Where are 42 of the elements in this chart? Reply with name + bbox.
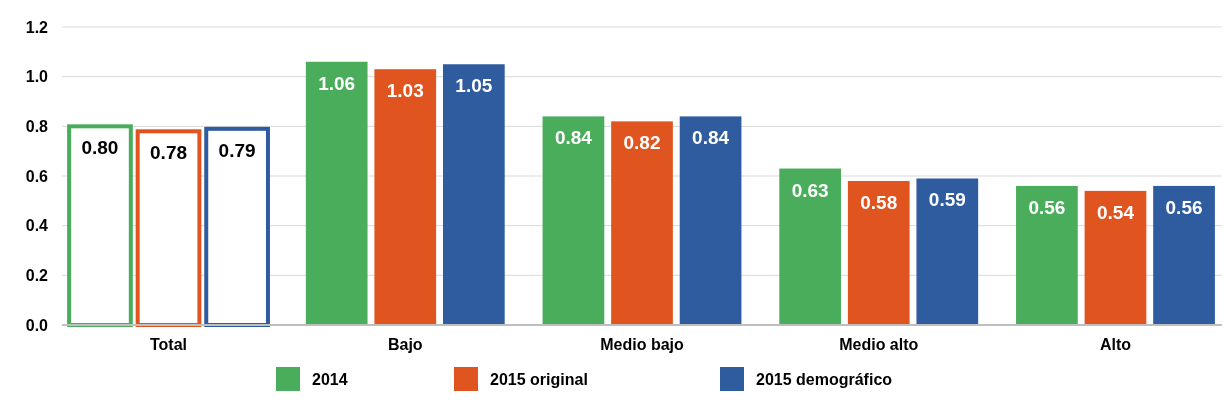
bar: [679, 116, 742, 325]
data-label: 1.03: [386, 80, 424, 102]
bar: [542, 116, 605, 325]
legend-label: 2015 original: [490, 371, 588, 388]
data-label: 0.84: [692, 127, 730, 149]
data-label: 0.82: [623, 132, 661, 154]
data-label: 0.84: [554, 127, 593, 149]
data-label: 0.56: [1028, 196, 1066, 218]
data-label: 0.54: [1096, 201, 1135, 223]
data-label: 0.80: [81, 137, 119, 159]
data-label: 0.58: [860, 191, 898, 213]
y-tick-label: 0.6: [25, 167, 49, 185]
y-tick-label: 0.2: [25, 266, 49, 284]
data-label: 0.59: [928, 189, 966, 211]
bar: [442, 64, 505, 325]
x-tick-label: Medio alto: [839, 336, 919, 354]
bar: [847, 180, 910, 325]
data-label: 1.06: [318, 72, 356, 94]
y-tick-label: 0.0: [25, 316, 49, 334]
y-tick-label: 0.8: [25, 117, 49, 135]
data-label: 0.79: [218, 139, 256, 161]
bar: [1153, 185, 1215, 325]
bar: [779, 168, 842, 325]
y-tick-label: 1.2: [25, 18, 49, 36]
data-label: 0.78: [150, 142, 188, 164]
bar: [305, 61, 368, 325]
y-tick-label: 0.4: [25, 217, 49, 235]
x-tick-label: Alto: [1099, 336, 1132, 354]
bar: [1016, 185, 1078, 325]
bar: [1084, 190, 1147, 325]
data-label: 0.63: [791, 179, 829, 201]
x-tick-label: Bajo: [387, 336, 423, 354]
bar: [916, 178, 979, 325]
x-tick-label: Medio bajo: [600, 336, 684, 354]
data-label: 0.56: [1165, 196, 1203, 218]
bar: [611, 121, 673, 325]
legend-label: 2015 demográfico: [756, 371, 893, 388]
x-tick-label: Total: [150, 336, 188, 354]
data-label: 1.05: [455, 75, 493, 97]
y-tick-label: 1.0: [25, 68, 49, 86]
bar: [374, 69, 437, 325]
legend-label: 2014: [312, 371, 348, 388]
